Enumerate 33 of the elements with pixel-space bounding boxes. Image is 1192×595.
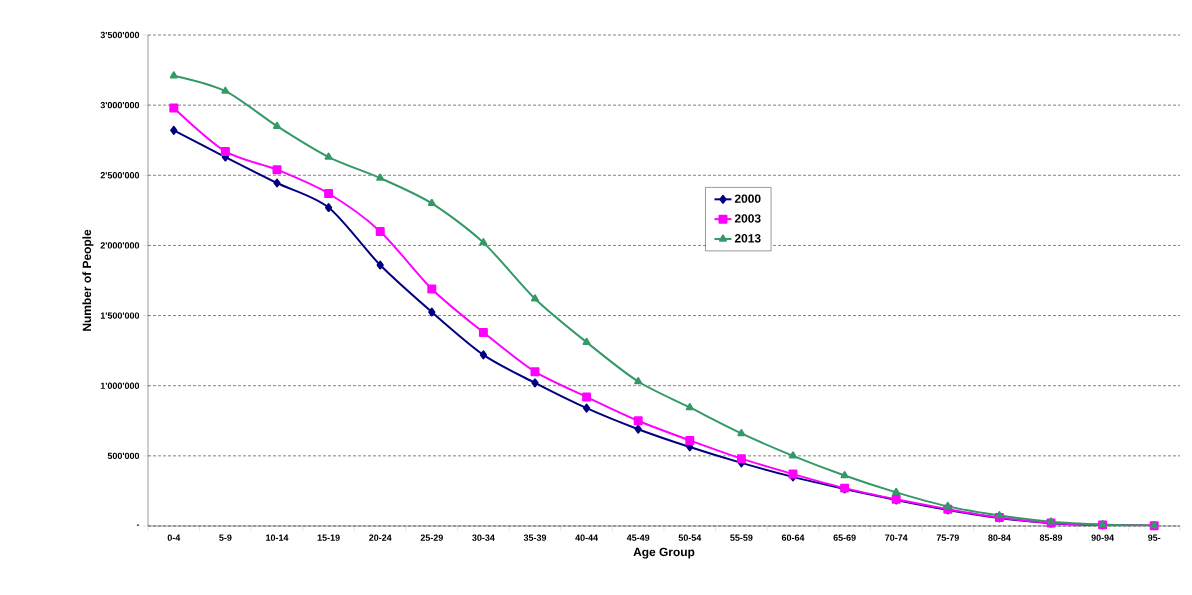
- x-tick-label: 10-14: [266, 534, 289, 541]
- x-tick-label: 25-29: [420, 534, 443, 541]
- x-tick-label: 65-69: [833, 534, 856, 541]
- x-tick-label: 15-19: [317, 534, 340, 541]
- x-tick-label: 0-4: [167, 534, 181, 541]
- x-tick-label: 80-84: [988, 534, 1011, 541]
- y-tick-label: -: [136, 524, 140, 526]
- x-tick-label: 45-49: [626, 534, 650, 541]
- x-tick-label: 30-34: [472, 534, 495, 541]
- y-tick-label: 1'500'000: [100, 312, 140, 319]
- x-tick-label: 20-24: [369, 534, 392, 541]
- x-axis-title: Age Group: [633, 547, 695, 559]
- y-axis-title: Number of People: [82, 229, 94, 331]
- legend-label: 2013: [734, 234, 761, 243]
- x-tick-label: 40-44: [575, 534, 599, 541]
- y-tick-label: 3'000'000: [100, 101, 140, 109]
- y-tick-label: 500'000: [107, 452, 140, 460]
- x-tick-label: 60-64: [781, 534, 805, 541]
- x-tick-label: 90-94: [1091, 534, 1115, 541]
- x-tick-label: 95-: [1148, 534, 1161, 541]
- y-tick-label: 1'000'000: [100, 382, 140, 389]
- legend-label: 2003: [734, 214, 761, 223]
- x-tick-label: 55-59: [730, 534, 753, 541]
- y-tick-label: 2'500'000: [100, 172, 140, 179]
- x-tick-label: 75-79: [936, 534, 959, 541]
- legend-label: 2000: [734, 194, 761, 203]
- x-tick-label: 35-39: [523, 534, 547, 541]
- x-tick-label: 70-74: [885, 534, 908, 541]
- x-tick-label: 5-9: [219, 534, 232, 541]
- y-tick-label: 3'500'000: [100, 31, 140, 39]
- x-tick-label: 50-54: [678, 534, 702, 541]
- x-tick-label: 85-89: [1039, 534, 1063, 541]
- y-tick-label: 2'000'000: [100, 242, 140, 249]
